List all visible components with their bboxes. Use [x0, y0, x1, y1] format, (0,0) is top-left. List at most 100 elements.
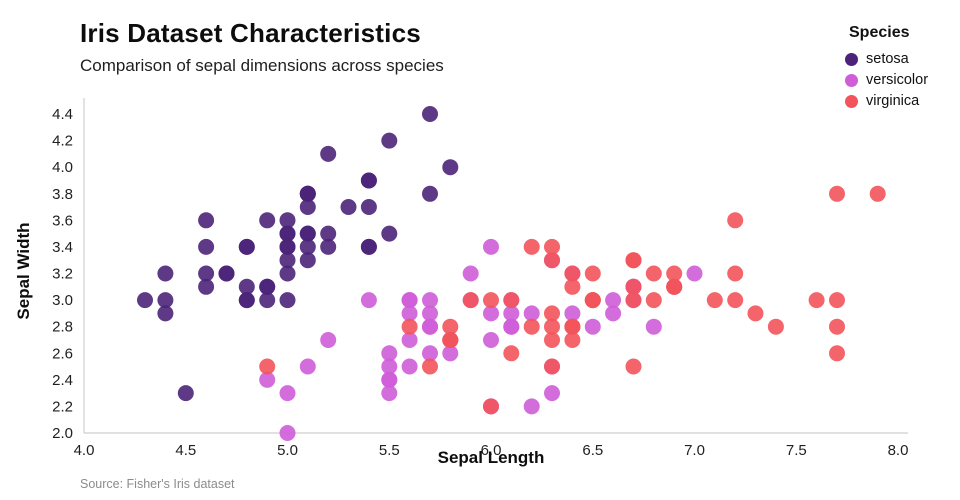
point-versicolor	[462, 265, 479, 282]
point-setosa	[279, 265, 296, 282]
x-tick-label: 5.5	[379, 442, 400, 459]
point-versicolor	[523, 305, 540, 322]
point-versicolor	[422, 345, 438, 362]
point-setosa	[259, 278, 276, 295]
point-versicolor	[686, 265, 703, 282]
point-setosa	[299, 199, 316, 215]
y-tick-label: 3.6	[52, 212, 73, 229]
point-virginica	[747, 305, 764, 322]
point-virginica	[829, 318, 845, 335]
point-versicolor	[422, 305, 438, 322]
point-setosa	[137, 292, 153, 309]
point-setosa	[259, 212, 276, 229]
point-setosa	[238, 292, 255, 309]
point-versicolor	[605, 292, 622, 309]
point-setosa	[218, 265, 235, 282]
point-setosa	[157, 305, 174, 322]
point-setosa	[157, 265, 174, 282]
chart-subtitle: Comparison of sepal dimensions across sp…	[80, 56, 444, 75]
point-setosa	[422, 106, 438, 122]
point-setosa	[320, 238, 337, 255]
y-tick-label: 2.8	[52, 319, 73, 336]
point-virginica	[564, 332, 581, 348]
point-setosa	[279, 292, 296, 309]
point-setosa	[340, 199, 357, 215]
point-virginica	[869, 185, 886, 202]
point-versicolor	[381, 345, 398, 362]
point-setosa	[238, 238, 255, 255]
point-versicolor	[605, 305, 622, 322]
y-tick-label: 2.6	[52, 345, 73, 362]
y-tick-label: 2.4	[52, 372, 73, 389]
point-virginica	[259, 358, 276, 375]
point-setosa	[299, 185, 316, 202]
point-setosa	[299, 225, 316, 242]
point-versicolor	[422, 292, 438, 309]
point-setosa	[320, 145, 337, 162]
legend: Species setosa versicolor virginica	[845, 24, 955, 114]
point-setosa	[320, 225, 337, 242]
point-virginica	[544, 252, 560, 269]
point-virginica	[483, 398, 499, 415]
legend-label-versicolor: versicolor	[866, 72, 929, 88]
point-virginica	[625, 358, 642, 375]
x-tick-label: 8.0	[888, 442, 909, 459]
point-versicolor	[401, 332, 418, 348]
point-virginica	[706, 292, 723, 309]
point-virginica	[544, 332, 560, 348]
point-versicolor	[503, 318, 520, 335]
point-versicolor	[442, 345, 459, 362]
x-tick-label: 6.5	[582, 442, 603, 459]
y-tick-label: 3.8	[52, 186, 73, 203]
point-virginica	[584, 265, 601, 282]
point-virginica	[727, 265, 744, 282]
legend-title: Species	[849, 24, 910, 41]
point-virginica	[544, 305, 560, 322]
point-virginica	[564, 265, 581, 282]
point-setosa	[381, 225, 398, 242]
point-versicolor	[381, 358, 398, 375]
point-virginica	[442, 332, 459, 348]
point-virginica	[645, 292, 662, 309]
y-tick-label: 3.0	[52, 292, 73, 309]
point-setosa	[238, 278, 255, 295]
y-tick-label: 4.4	[52, 106, 73, 123]
point-virginica	[442, 318, 459, 335]
point-virginica	[666, 265, 683, 282]
x-tick-label: 4.5	[175, 442, 196, 459]
point-virginica	[625, 292, 642, 309]
point-versicolor	[279, 425, 296, 441]
point-setosa	[381, 132, 398, 149]
point-virginica	[523, 318, 540, 335]
point-virginica	[544, 358, 560, 375]
point-virginica	[727, 292, 744, 309]
y-tick-label: 2.0	[52, 425, 73, 442]
point-virginica	[727, 212, 744, 229]
point-virginica	[645, 265, 662, 282]
source-note: Source: Fisher's Iris dataset	[80, 477, 235, 491]
point-virginica	[829, 292, 845, 309]
point-setosa	[360, 238, 377, 255]
point-setosa	[422, 185, 438, 202]
point-virginica	[544, 238, 560, 255]
point-setosa	[198, 265, 215, 282]
point-versicolor	[401, 292, 418, 309]
point-versicolor	[483, 238, 499, 255]
point-virginica	[808, 292, 825, 309]
legend-item-virginica: virginica	[845, 93, 955, 109]
x-tick-label: 7.0	[684, 442, 705, 459]
point-versicolor	[483, 305, 499, 322]
point-setosa	[279, 212, 296, 229]
x-tick-label: 4.0	[74, 442, 95, 459]
point-versicolor	[381, 385, 398, 402]
legend-swatch-setosa	[845, 52, 858, 66]
point-setosa	[198, 278, 215, 295]
y-tick-label: 4.2	[52, 133, 73, 150]
point-virginica	[829, 185, 845, 202]
y-tick-label: 3.4	[52, 239, 73, 256]
point-versicolor	[564, 305, 581, 322]
point-virginica	[503, 292, 520, 309]
point-virginica	[625, 278, 642, 295]
